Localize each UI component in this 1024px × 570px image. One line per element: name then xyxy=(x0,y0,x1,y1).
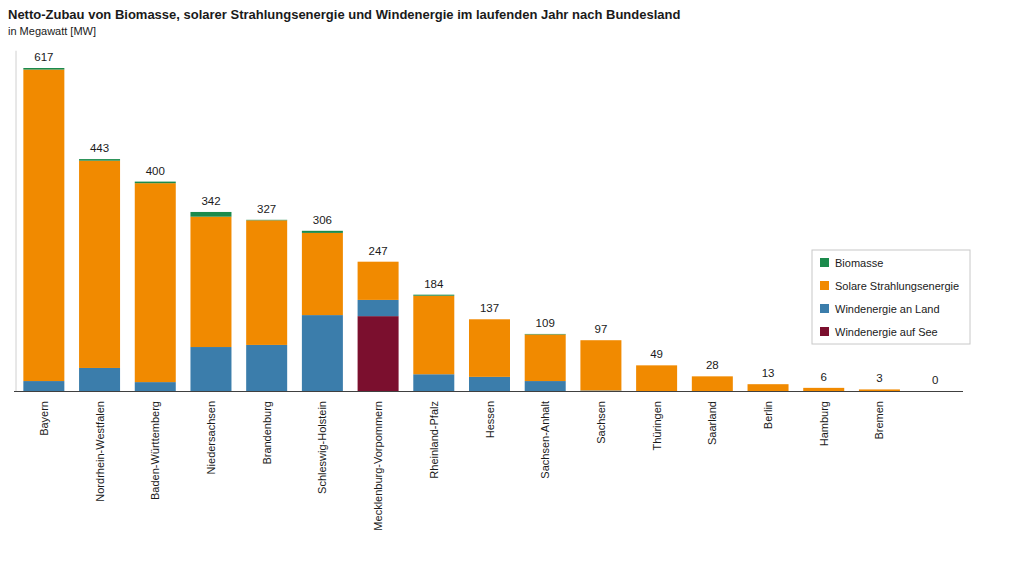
legend: Biomasse Solare Strahlungsenergie Windener… xyxy=(812,250,970,344)
bar-segment xyxy=(23,70,64,381)
total-label: 247 xyxy=(368,245,387,257)
bar-segment xyxy=(915,391,956,392)
bar-segment xyxy=(748,384,789,391)
bar-segment xyxy=(79,368,120,391)
bar-segment xyxy=(580,340,621,390)
total-label: 327 xyxy=(257,203,276,215)
bar-segment xyxy=(525,334,566,381)
bars xyxy=(23,68,900,391)
total-label: 342 xyxy=(201,195,220,207)
chart: Netto-Zubau von Biomasse, solarer Strahl… xyxy=(0,0,1024,570)
bar-segment xyxy=(190,212,231,217)
bar-segment xyxy=(692,376,733,377)
bar-segment xyxy=(636,365,677,391)
bar-segment xyxy=(636,365,677,366)
bar-segment xyxy=(23,68,64,70)
category-label: Thüringen xyxy=(651,401,663,451)
bar-segment xyxy=(79,159,120,161)
legend-swatch xyxy=(820,304,829,313)
total-label: 3 xyxy=(876,372,882,384)
title: Netto-Zubau von Biomasse, solarer Strahl… xyxy=(8,7,680,22)
bar-segment xyxy=(358,316,399,391)
bar-segment xyxy=(246,345,287,391)
category-label: Berlin xyxy=(762,401,774,429)
legend-label: Biomasse xyxy=(835,257,883,269)
total-label: 49 xyxy=(650,348,663,360)
bar-segment xyxy=(135,182,176,184)
category-label: Brandenburg xyxy=(261,401,273,465)
category-label: Schleswig-Holstein xyxy=(316,401,328,494)
bar-segment xyxy=(135,382,176,391)
category-label: Baden-Württemberg xyxy=(149,401,161,500)
legend-label: Solare Strahlungsenergie xyxy=(835,280,959,292)
bar-segment xyxy=(302,233,343,315)
total-label: 443 xyxy=(90,142,109,154)
category-label: Nordrhein-Westfalen xyxy=(94,401,106,502)
bar-segment xyxy=(246,220,287,345)
bar-segment xyxy=(692,376,733,391)
total-label: 184 xyxy=(424,278,444,290)
bar-segment xyxy=(803,388,844,391)
bar-segment xyxy=(23,381,64,391)
total-label: 617 xyxy=(34,51,53,63)
category-label: Hessen xyxy=(484,401,496,438)
total-label: 137 xyxy=(480,302,499,314)
legend-swatch xyxy=(820,327,829,336)
bar-segment xyxy=(915,391,956,392)
total-label: 13 xyxy=(762,367,775,379)
x-axis-line xyxy=(14,391,963,392)
bar-segment xyxy=(302,315,343,391)
y-axis-line xyxy=(16,51,17,391)
category-label: Mecklenburg-Vorpommern xyxy=(372,401,384,531)
total-label: 109 xyxy=(536,317,555,329)
bar-segment xyxy=(358,262,399,300)
total-label: 400 xyxy=(146,165,165,177)
bar-segment xyxy=(469,319,510,320)
total-label: 97 xyxy=(595,323,608,335)
bar-segment xyxy=(580,391,621,392)
bar-segment xyxy=(302,231,343,233)
category-label: Hamburg xyxy=(818,401,830,446)
bar-segment xyxy=(413,295,454,296)
category-label: Sachsen-Anhalt xyxy=(539,401,551,479)
total-label: 6 xyxy=(821,371,827,383)
total-label: 28 xyxy=(706,359,719,371)
bar-segment xyxy=(413,296,454,375)
category-label: Saarland xyxy=(706,401,718,445)
bar-segment xyxy=(748,384,789,385)
bar-segment xyxy=(915,391,956,392)
category-label: Bremen xyxy=(873,401,885,440)
bar-segment xyxy=(580,340,621,341)
legend-label: Windenergie auf See xyxy=(835,326,938,338)
legend-swatch xyxy=(820,281,829,290)
bar-segment xyxy=(469,319,510,377)
bar-segment xyxy=(915,391,956,392)
bar-segment xyxy=(190,217,231,347)
bar-segment xyxy=(859,389,900,390)
legend-swatch xyxy=(820,258,829,267)
bar-segment xyxy=(79,161,120,368)
legend-label: Windenergie an Land xyxy=(835,303,940,315)
bar-segment xyxy=(246,219,287,221)
total-label: 306 xyxy=(313,214,332,226)
bar-segment xyxy=(135,183,176,382)
bar-segment xyxy=(358,261,399,262)
bar-segment xyxy=(469,377,510,391)
bar-segment xyxy=(190,347,231,391)
bar-segment xyxy=(803,387,844,388)
bar-segment xyxy=(525,333,566,335)
subtitle: in Megawatt [MW] xyxy=(8,25,96,37)
total-label: 0 xyxy=(932,374,938,386)
category-label: Rheinland-Pfalz xyxy=(428,401,440,479)
bar-segment xyxy=(525,381,566,391)
category-label: Bayern xyxy=(38,401,50,436)
bar-segment xyxy=(358,300,399,316)
legend-box xyxy=(812,250,970,344)
category-label: Niedersachsen xyxy=(205,401,217,474)
bar-segment xyxy=(413,374,454,391)
category-label: Sachsen xyxy=(595,401,607,444)
bar-segment xyxy=(859,389,900,391)
